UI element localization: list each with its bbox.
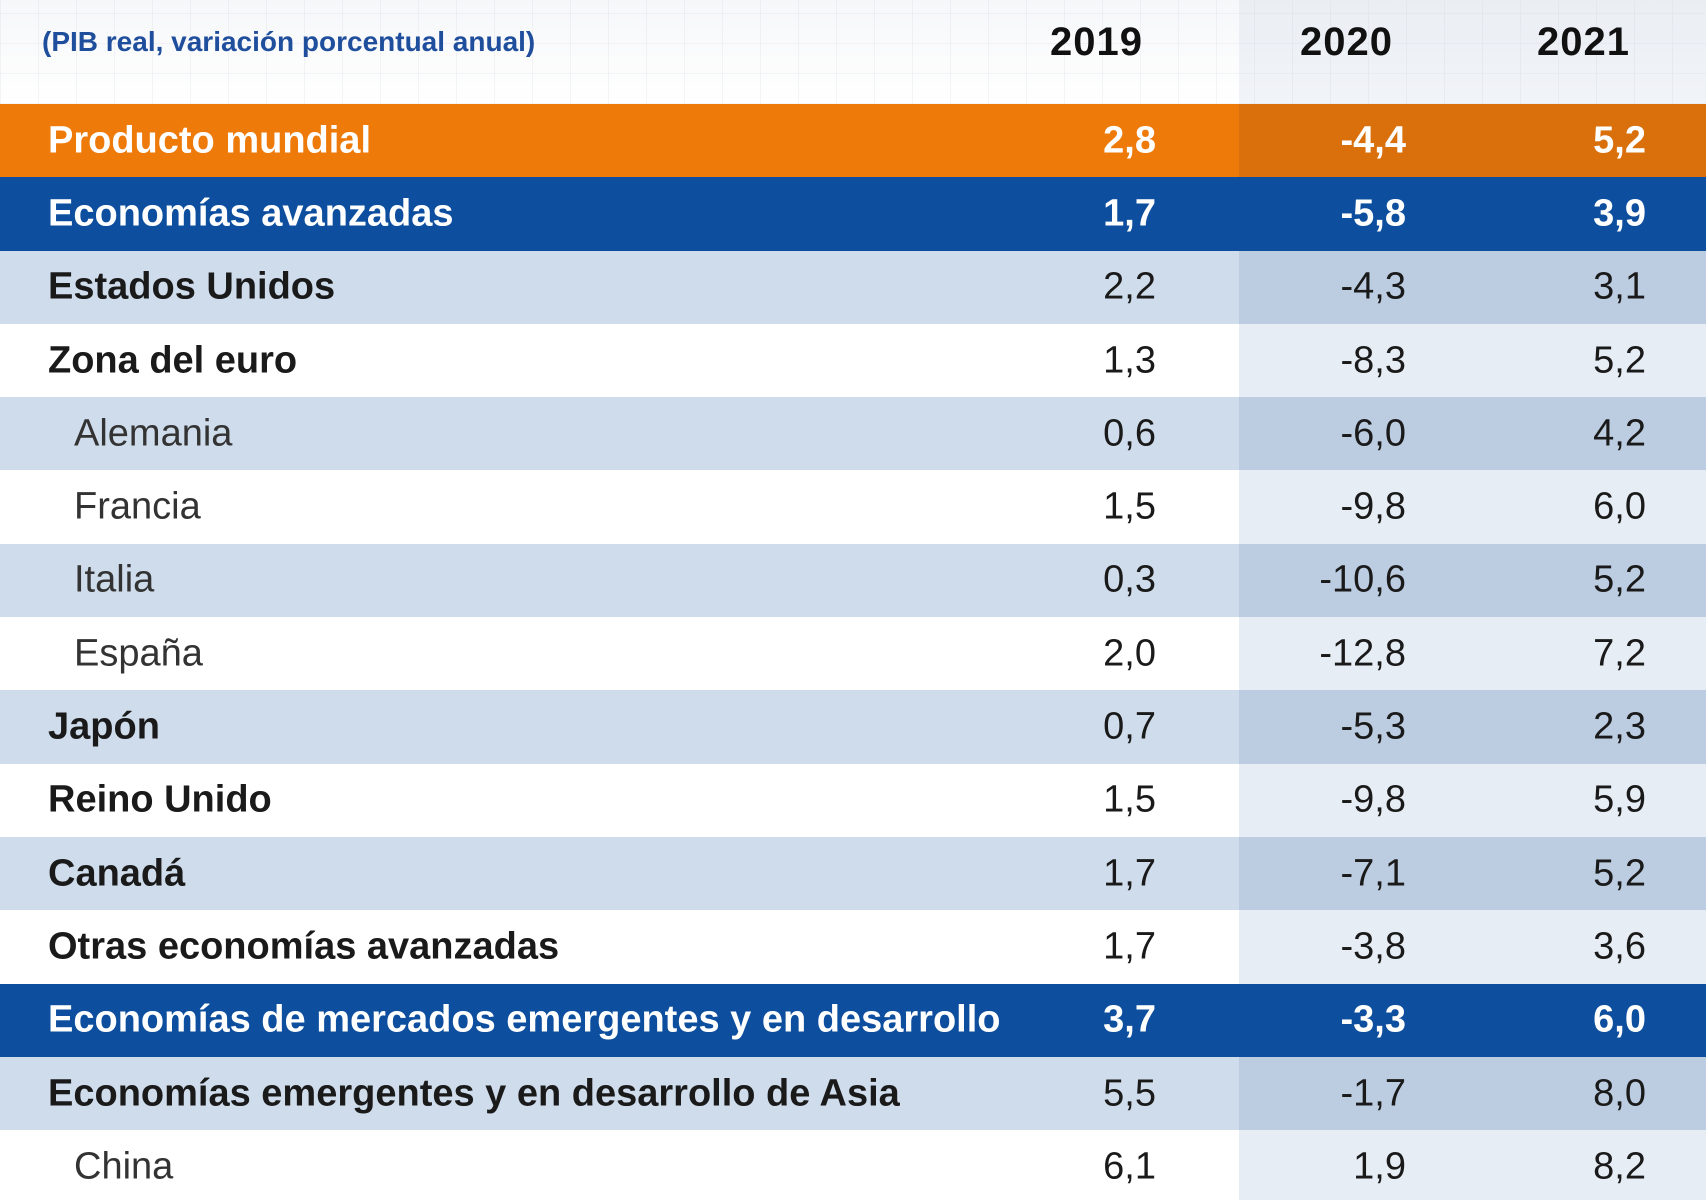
table-row: Zona del euro 1,3 -8,3 5,2 <box>0 323 1706 398</box>
cell-2019: 2,8 <box>1103 119 1156 162</box>
cell-2019: 1,7 <box>1103 192 1156 235</box>
cell-2020: -5,3 <box>1340 705 1406 748</box>
row-label: Canadá <box>48 852 186 895</box>
gdp-table: Producto mundial 2,8 -4,4 5,2 Economías … <box>0 104 1706 1200</box>
cell-2019: 0,3 <box>1103 558 1156 601</box>
column-header-2021: 2021 <box>1537 20 1630 64</box>
table-row-world-output: Producto mundial 2,8 -4,4 5,2 <box>0 104 1706 178</box>
table-row: Alemania 0,6 -6,0 4,2 <box>0 397 1706 471</box>
cell-2019: 6,1 <box>1103 1145 1156 1188</box>
cell-2020: -12,8 <box>1319 632 1406 675</box>
header-2020-shade <box>1239 0 1706 104</box>
cell-2020: -8,3 <box>1340 339 1406 382</box>
cell-2021: 5,9 <box>1593 778 1646 821</box>
row-label: España <box>74 632 203 675</box>
cell-2019: 5,5 <box>1103 1072 1156 1114</box>
row-label: Francia <box>74 485 201 528</box>
cell-2021: 6,0 <box>1593 485 1646 528</box>
table-row-advanced-economies: Economías avanzadas 1,7 -5,8 3,9 <box>0 177 1706 251</box>
cell-2020: -1,7 <box>1340 1072 1406 1114</box>
cell-2021: 6,0 <box>1593 998 1646 1041</box>
table-row: Italia 0,3 -10,6 5,2 <box>0 543 1706 618</box>
cell-2021: 8,2 <box>1593 1145 1646 1188</box>
row-label: Alemania <box>74 412 233 455</box>
row-label: Otras economías avanzadas <box>48 925 560 968</box>
cell-2021: 5,2 <box>1593 339 1646 382</box>
cell-2021: 7,2 <box>1593 632 1646 675</box>
cell-2020: 1,9 <box>1353 1145 1406 1188</box>
table-row: España 2,0 -12,8 7,2 <box>0 617 1706 691</box>
table-row: Francia 1,5 -9,8 6,0 <box>0 470 1706 544</box>
cell-2020: -9,8 <box>1340 485 1406 528</box>
column-header-2019: 2019 <box>1050 20 1143 64</box>
cell-2020: -9,8 <box>1340 778 1406 821</box>
cell-2020: -7,1 <box>1340 852 1406 895</box>
table-row: Canadá 1,7 -7,1 5,2 <box>0 836 1706 911</box>
cell-2021: 5,2 <box>1593 119 1646 162</box>
cell-2019: 1,3 <box>1103 339 1156 382</box>
table-row: Otras economías avanzadas 1,7 -3,8 3,6 <box>0 910 1706 984</box>
cell-2019: 2,0 <box>1103 632 1156 675</box>
cell-2021: 2,3 <box>1593 705 1646 748</box>
row-label: Estados Unidos <box>48 265 336 308</box>
cell-2020: -5,8 <box>1340 192 1406 235</box>
cell-2019: 3,7 <box>1103 998 1156 1041</box>
cell-2021: 4,2 <box>1593 412 1646 455</box>
row-label: Economías emergentes y en desarrollo de … <box>48 1072 900 1114</box>
cell-2020: -4,3 <box>1340 265 1406 308</box>
cell-2020: -3,3 <box>1340 998 1406 1041</box>
cell-2019: 0,6 <box>1103 412 1156 455</box>
cell-2020: -6,0 <box>1340 412 1406 455</box>
table-row: Japón 0,7 -5,3 2,3 <box>0 690 1706 764</box>
cell-2019: 2,2 <box>1103 265 1156 308</box>
table-row: Economías emergentes y en desarrollo de … <box>0 1056 1706 1131</box>
row-label: China <box>74 1145 174 1188</box>
row-label: Italia <box>74 558 155 601</box>
row-label: Reino Unido <box>48 778 272 821</box>
cell-2020: -4,4 <box>1340 119 1406 162</box>
cell-2019: 1,5 <box>1103 778 1156 821</box>
table-header: (PIB real, variación porcentual anual) 2… <box>0 0 1706 104</box>
cell-2019: 0,7 <box>1103 705 1156 748</box>
cell-2021: 8,0 <box>1593 1072 1646 1114</box>
cell-2020: -3,8 <box>1340 925 1406 968</box>
cell-2019: 1,7 <box>1103 852 1156 895</box>
row-label: Economías de mercados emergentes y en de… <box>48 998 1001 1041</box>
table-subtitle: (PIB real, variación porcentual anual) <box>42 26 536 57</box>
column-header-2020: 2020 <box>1300 20 1393 64</box>
cell-2021: 5,2 <box>1593 852 1646 895</box>
cell-2021: 3,1 <box>1593 265 1646 308</box>
cell-2021: 3,6 <box>1593 925 1646 968</box>
table-row: Estados Unidos 2,2 -4,3 3,1 <box>0 250 1706 324</box>
cell-2021: 3,9 <box>1593 192 1646 235</box>
table-row: Reino Unido 1,5 -9,8 5,9 <box>0 763 1706 837</box>
cell-2021: 5,2 <box>1593 558 1646 601</box>
cell-2019: 1,5 <box>1103 485 1156 528</box>
cell-2020: -10,6 <box>1319 558 1406 601</box>
row-label: Japón <box>48 705 160 748</box>
row-label: Producto mundial <box>48 119 371 162</box>
table-row: China 6,1 1,9 8,2 <box>0 1130 1706 1200</box>
table-row-emerging-economies: Economías de mercados emergentes y en de… <box>0 983 1706 1057</box>
row-label: Economías avanzadas <box>48 192 454 235</box>
cell-2019: 1,7 <box>1103 925 1156 968</box>
row-label: Zona del euro <box>48 339 298 382</box>
